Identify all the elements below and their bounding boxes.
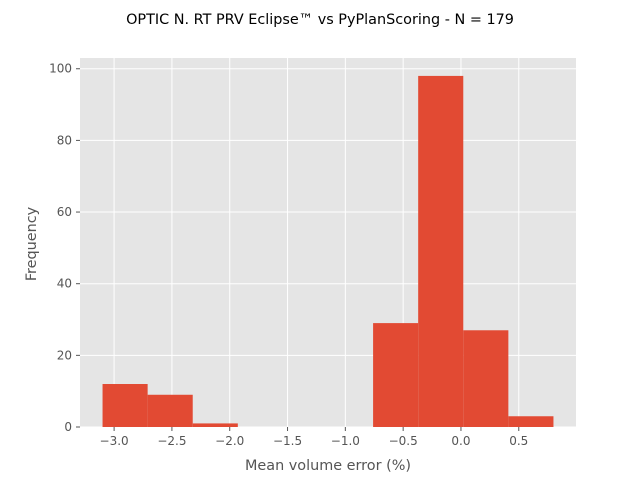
histogram-bar [418, 75, 464, 427]
y-tick-label: 80 [57, 133, 72, 147]
x-axis-ticks: −3.0 −2.5 −2.0 −1.5 −1.0 −0.5 0.0 0.5 [100, 427, 528, 448]
histogram-bar [192, 423, 238, 427]
y-axis-label: Frequency [24, 206, 40, 281]
histogram-bar [508, 416, 554, 427]
x-tick-label: −3.0 [100, 434, 129, 448]
y-tick-label: 100 [49, 62, 72, 76]
histogram-bar [463, 330, 509, 427]
x-tick-label: 0.0 [451, 434, 470, 448]
x-tick-label: −2.0 [215, 434, 244, 448]
y-tick-label: 40 [57, 277, 72, 291]
y-tick-label: 20 [57, 348, 72, 362]
x-tick-label: −1.0 [331, 434, 360, 448]
y-axis-ticks: 0 20 40 60 80 100 [49, 62, 80, 434]
histogram-bar [373, 323, 419, 427]
histogram-bars [102, 75, 554, 427]
x-axis-label: Mean volume error (%) [245, 458, 411, 474]
y-tick-label: 0 [64, 420, 72, 434]
y-tick-label: 60 [57, 205, 72, 219]
histogram-bar [147, 394, 193, 427]
x-tick-label: −0.5 [389, 434, 418, 448]
histogram-bar [102, 384, 148, 427]
x-tick-label: 0.5 [509, 434, 528, 448]
x-tick-label: −2.5 [157, 434, 186, 448]
chart-title: OPTIC N. RT PRV Eclipse™ vs PyPlanScorin… [126, 12, 514, 28]
x-tick-label: −1.5 [273, 434, 302, 448]
